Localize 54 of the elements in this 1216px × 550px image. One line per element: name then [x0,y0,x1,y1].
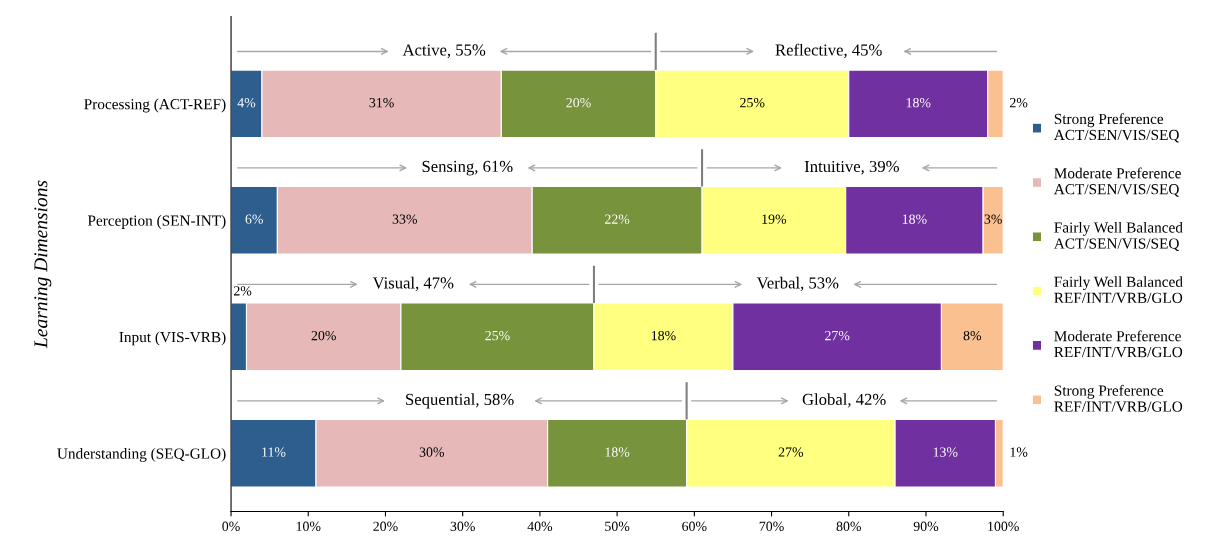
y-tick-label: Perception (SEN-INT) [87,215,226,229]
x-tick-label: 100% [988,521,1019,532]
annotation: Sequential, 58% [406,393,514,409]
legend-label: Strong Preference REF/INT/VRB/GLO [1054,384,1183,412]
data-label: 13% [933,447,958,457]
data-label: 4% [237,97,256,108]
x-tick-label: 10% [296,521,321,532]
legend-label: Fairly Well Balanced REF/INT/VRB/GLO [1054,276,1183,304]
data-label: 22% [605,214,630,224]
data-label: 30% [419,447,445,457]
data-label: 18% [906,97,931,108]
x-tick-label: 80% [836,521,862,532]
y-tick-label: Input (VIS-VRB) [119,331,226,346]
x-tick-label: 60% [682,521,707,532]
data-label: 18% [902,214,927,224]
legend-label: Fairly Well Balanced ACT/SEN/VIS/SEQ [1053,221,1183,251]
data-label: 2% [233,286,252,296]
x-tick-label: 0% [222,521,240,532]
data-label: 8% [963,330,982,341]
data-label: 31% [369,97,394,108]
data-label: 18% [605,447,630,457]
legend-label: Strong Preference ACT/SEN/VIS/SEQ [1053,113,1180,143]
data-label: 18% [651,330,676,341]
data-label: 19% [762,214,787,224]
data-label: 25% [740,97,765,108]
legend-label: Moderate Preference REF/INT/VRB/GLO [1054,330,1183,358]
data-label: 33% [392,214,418,224]
annotation: Reflective, 45% [775,43,882,59]
data-label: 1% [1010,447,1028,457]
annotation: Verbal, 53% [756,276,839,291]
data-label: 27% [778,447,804,457]
legend-label: Moderate Preference ACT/SEN/VIS/SEQ [1053,167,1181,197]
data-label: 3% [984,214,1002,224]
annotation: Active, 55% [402,44,486,59]
y-axis-title: Learning Dimensions [34,180,52,349]
data-label: 11% [262,447,286,457]
annotation: Intuitive, 39% [804,160,899,175]
data-label: 6% [245,214,263,224]
data-label: 20% [566,97,591,108]
annotation: Sensing, 61% [422,160,513,176]
data-label: 27% [825,330,850,341]
y-tick-label: Processing (ACT-REF) [84,98,226,113]
x-tick-label: 30% [450,521,475,532]
x-tick-label: 90% [913,521,939,532]
y-tick-label: Understanding (SEQ-GLO) [57,447,226,462]
annotation: Visual, 47% [372,276,454,291]
x-tick-label: 20% [373,521,398,532]
data-label: 20% [311,330,336,341]
annotation: Global, 42% [802,393,886,408]
data-label: 2% [1009,97,1028,108]
x-tick-label: 70% [759,521,784,532]
data-label: 25% [485,330,510,341]
x-tick-label: 40% [527,521,553,532]
x-tick-label: 50% [605,521,630,532]
